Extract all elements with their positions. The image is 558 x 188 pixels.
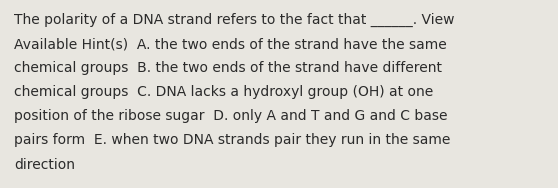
Text: direction: direction: [14, 158, 75, 171]
Text: pairs form  E. when two DNA strands pair they run in the same: pairs form E. when two DNA strands pair …: [14, 133, 450, 147]
Text: Available Hint(s)  A. the two ends of the strand have the same: Available Hint(s) A. the two ends of the…: [14, 37, 447, 51]
Text: chemical groups  C. DNA lacks a hydroxyl group (OH) at one: chemical groups C. DNA lacks a hydroxyl …: [14, 85, 433, 99]
Text: The polarity of a DNA strand refers to the fact that ______. View: The polarity of a DNA strand refers to t…: [14, 13, 454, 27]
Text: chemical groups  B. the two ends of the strand have different: chemical groups B. the two ends of the s…: [14, 61, 442, 75]
Text: position of the ribose sugar  D. only A and T and G and C base: position of the ribose sugar D. only A a…: [14, 109, 448, 123]
